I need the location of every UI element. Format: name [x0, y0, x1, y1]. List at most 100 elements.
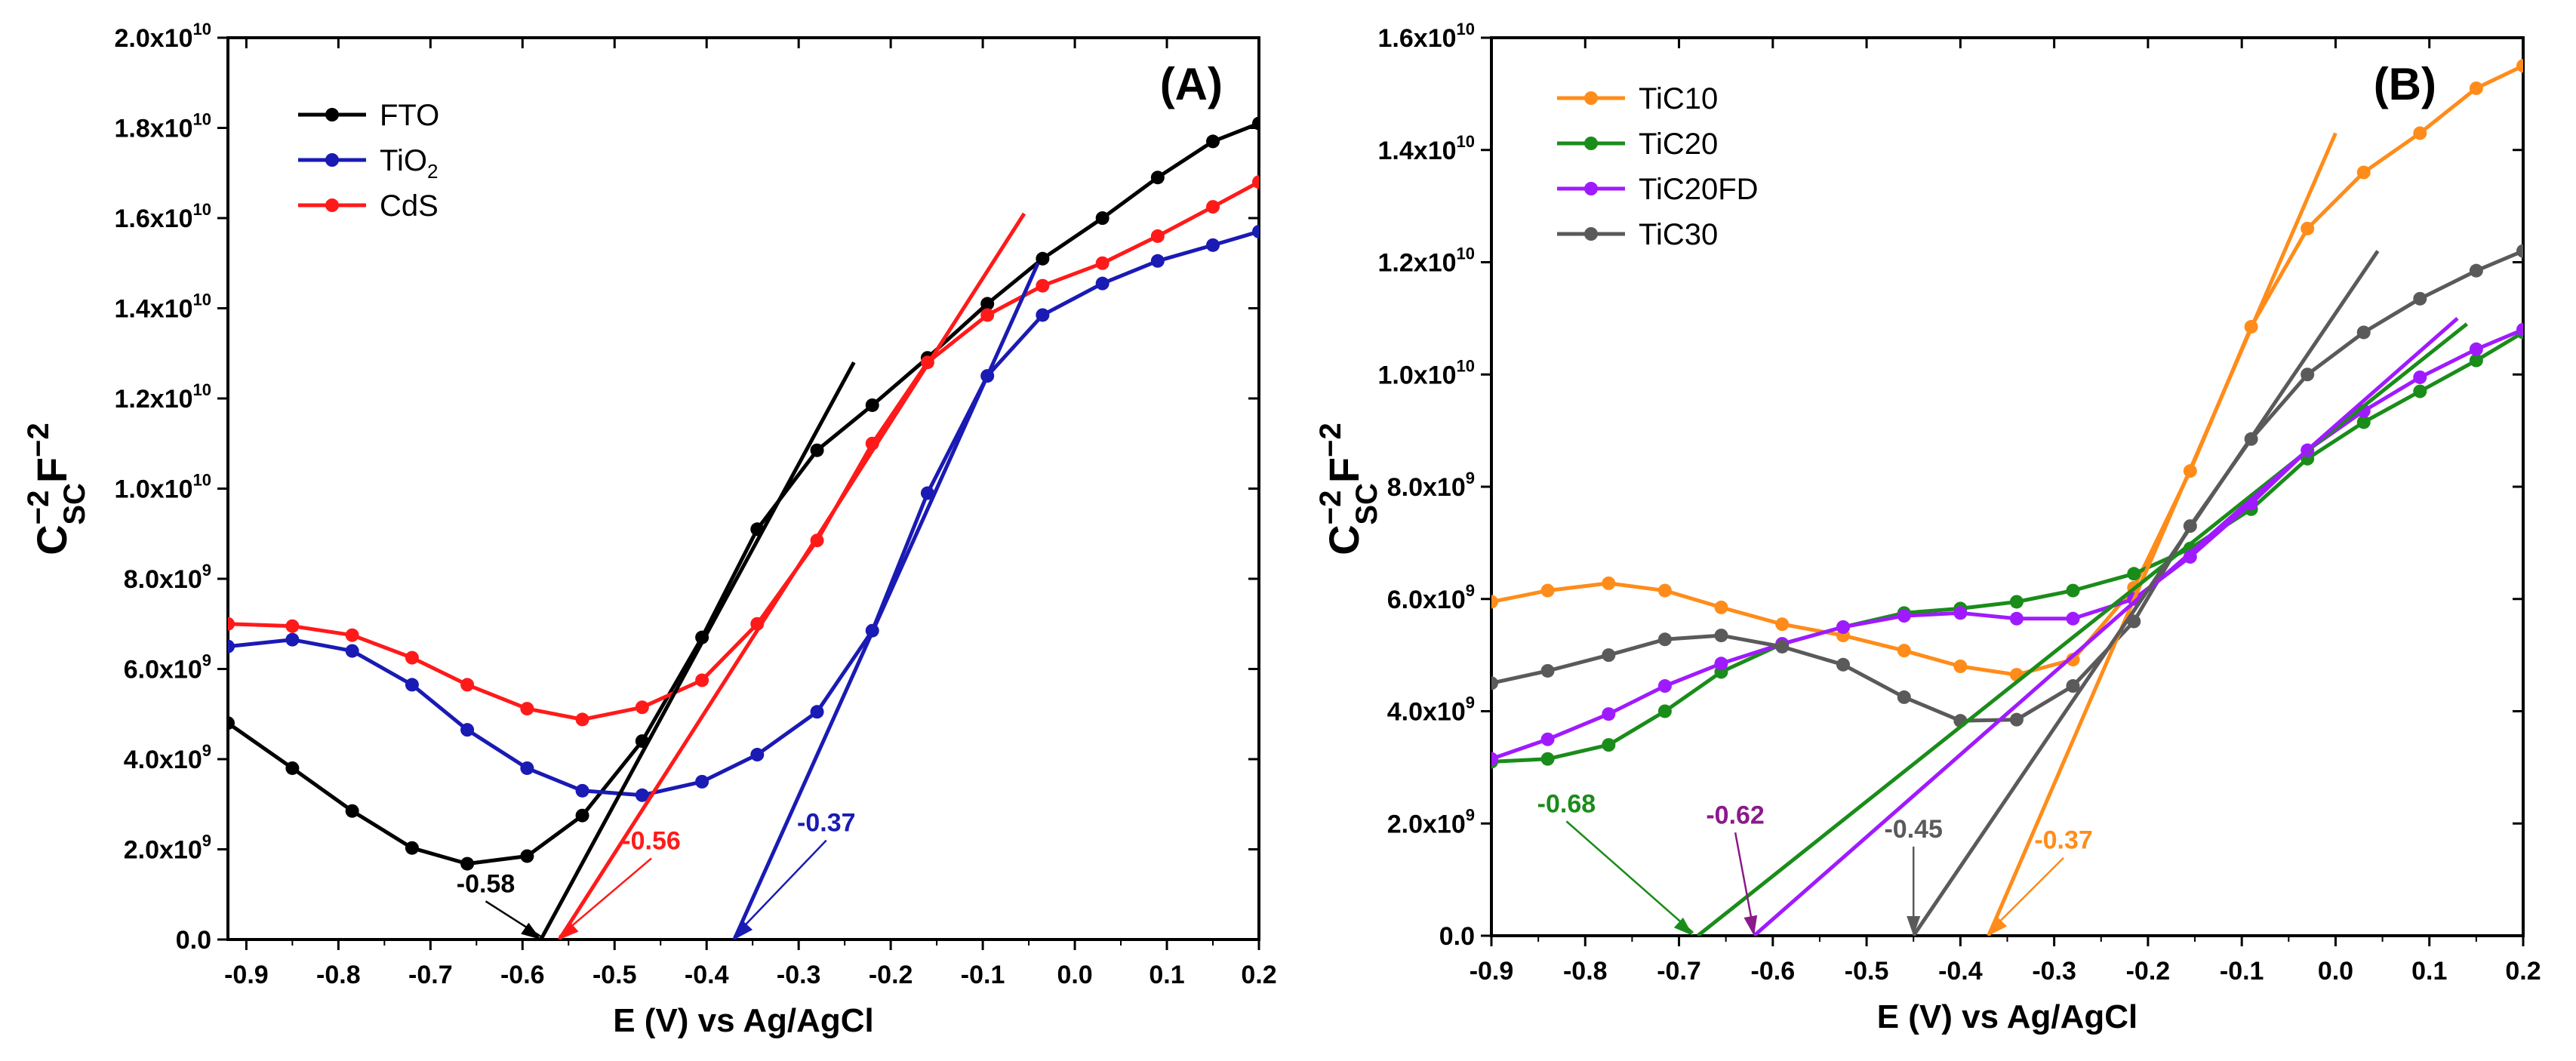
data-point — [1540, 663, 1555, 678]
data-point — [2127, 567, 2141, 581]
data-point — [1775, 639, 1790, 654]
x-tick-label: -0.7 — [408, 961, 453, 989]
data-point — [1897, 690, 1911, 704]
data-point — [1095, 276, 1109, 291]
fit-line — [557, 212, 1026, 940]
y-tick-label: 1.2x1010 — [115, 380, 211, 414]
data-point — [1714, 600, 1728, 614]
data-point — [1897, 644, 1911, 658]
x-tick-label: -0.6 — [1751, 957, 1796, 986]
data-point — [1540, 732, 1555, 746]
data-point — [2356, 415, 2371, 429]
data-point — [1252, 116, 1259, 131]
data-point — [1150, 171, 1165, 185]
data-point — [345, 628, 359, 642]
legend-marker — [325, 153, 339, 167]
x-tick-label: 0.0 — [1057, 961, 1092, 989]
annotation-arrow-line — [1987, 856, 2064, 933]
data-point — [2469, 263, 2483, 278]
x-tick-label: -0.7 — [1657, 957, 1701, 986]
annotation-arrow-line — [733, 839, 827, 937]
annotation-arrow-line — [1734, 832, 1756, 933]
fit-line — [732, 262, 1040, 940]
x-tick-label: 0.1 — [2411, 957, 2447, 986]
data-point — [1206, 134, 1220, 149]
data-point — [2301, 368, 2315, 382]
fit-line — [1912, 250, 2380, 936]
data-point — [1095, 211, 1109, 225]
x-tick-label: -0.2 — [869, 961, 913, 989]
data-point — [1836, 657, 1851, 672]
data-point — [695, 774, 709, 789]
y-tick-label: 2.0x1010 — [115, 20, 211, 53]
data-point — [1491, 752, 1498, 766]
data-point — [2516, 244, 2523, 258]
data-point — [285, 632, 300, 647]
data-point — [2469, 342, 2483, 356]
data-point — [520, 761, 534, 775]
y-tick-label: 4.0x109 — [124, 741, 211, 774]
series-line-tio2 — [228, 229, 1259, 798]
data-point — [1953, 660, 1968, 673]
legend-marker — [1584, 137, 1598, 150]
data-point — [2469, 81, 2483, 95]
data-point — [1836, 620, 1851, 634]
data-point — [2066, 583, 2080, 598]
y-axis-title: C−2 SCF−2 — [22, 423, 91, 555]
plot-area — [228, 116, 1259, 940]
data-point — [2413, 126, 2427, 140]
x-tick-label: -0.8 — [316, 961, 361, 989]
data-point — [1252, 224, 1259, 238]
data-point — [575, 808, 589, 823]
data-point — [345, 804, 359, 818]
legend-label: TiC10 — [1639, 82, 1718, 115]
data-point — [2009, 595, 2024, 609]
data-point — [1540, 583, 1555, 598]
data-point — [635, 700, 649, 715]
data-point — [865, 398, 879, 412]
data-point — [1206, 238, 1220, 252]
y-tick-label: 1.0x1010 — [1378, 356, 1475, 389]
x-tick-label: -0.6 — [500, 961, 545, 989]
series-line-tic30 — [1491, 249, 2523, 723]
data-point — [2469, 353, 2483, 368]
data-point — [2009, 712, 2024, 727]
data-point — [520, 849, 534, 863]
fit-line — [1753, 316, 2459, 936]
data-point — [1150, 229, 1165, 243]
panel-b: -0.9 -0.8 -0.7 -0.6 -0.5 -0.4 -0.3 -0.2 -0.1 0.0 0… — [1314, 20, 2541, 1035]
data-point — [695, 673, 709, 687]
data-point — [405, 678, 419, 692]
data-point — [1657, 704, 1672, 718]
data-point — [1657, 583, 1672, 598]
data-point — [1953, 606, 1968, 620]
legend-label: FTO — [380, 99, 439, 132]
y-tick-label: 1.6x1010 — [115, 200, 211, 233]
fit-line — [539, 361, 856, 940]
data-point — [2413, 291, 2427, 306]
annotation-arrowhead — [559, 921, 579, 940]
y-tick-label: 8.0x109 — [1387, 469, 1475, 502]
data-point — [460, 678, 475, 692]
data-point — [635, 788, 649, 802]
y-tick-label: 0.0 — [1439, 922, 1475, 951]
data-point — [980, 297, 995, 311]
y-tick-label: 6.0x109 — [124, 651, 211, 684]
legend-label: TiC20FD — [1639, 173, 1759, 206]
data-point — [2516, 59, 2523, 73]
annotation-arrowhead — [1673, 917, 1694, 936]
y-tick-label: 8.0x109 — [124, 561, 211, 594]
data-point — [1657, 679, 1672, 693]
y-tick-label: 1.6x1010 — [1378, 20, 1475, 53]
data-point — [1095, 256, 1109, 270]
data-point — [285, 619, 300, 633]
annotation-arrowhead — [734, 920, 753, 940]
x-tick-label: -0.4 — [1938, 957, 1983, 986]
legend-label: CdS — [380, 189, 439, 223]
data-point — [1252, 175, 1259, 189]
x-tick-label: -0.8 — [1563, 957, 1608, 986]
data-point — [405, 650, 419, 665]
data-point — [920, 486, 934, 500]
panel-tag: (B) — [2374, 59, 2436, 109]
